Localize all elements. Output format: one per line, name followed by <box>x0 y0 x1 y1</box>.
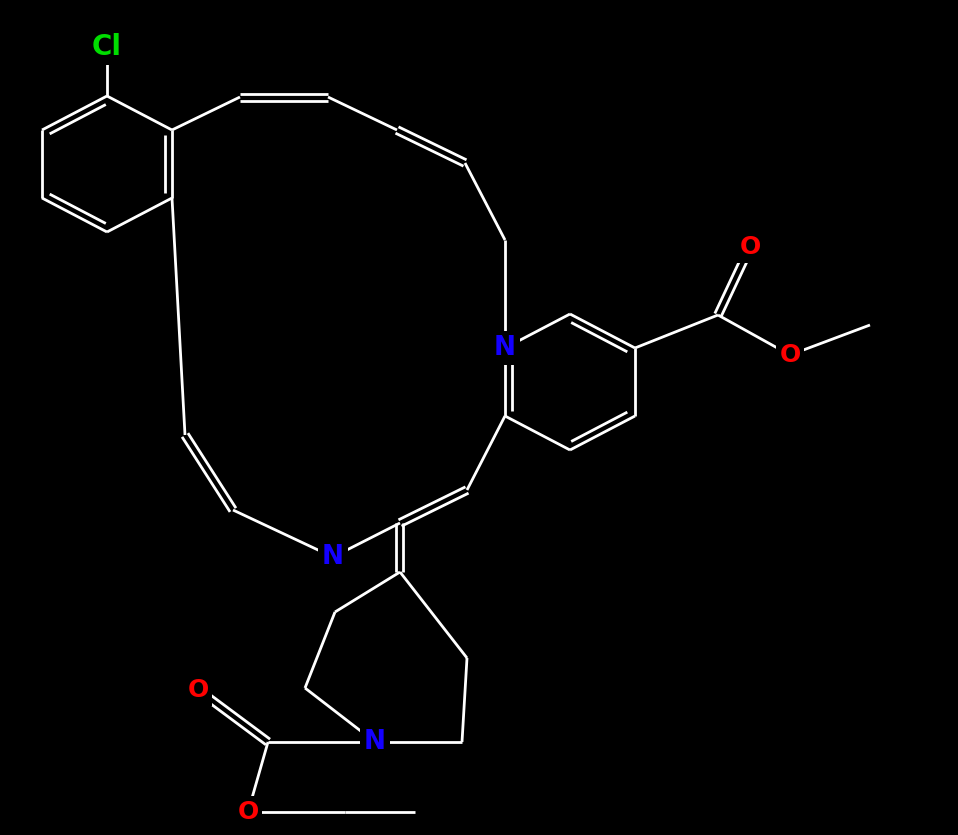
Text: O: O <box>780 343 801 367</box>
Text: N: N <box>364 729 386 755</box>
Text: Cl: Cl <box>92 33 122 61</box>
Text: O: O <box>238 800 259 824</box>
Text: N: N <box>322 544 344 570</box>
Text: O: O <box>188 678 209 702</box>
Text: O: O <box>740 235 761 259</box>
Text: N: N <box>494 335 516 361</box>
